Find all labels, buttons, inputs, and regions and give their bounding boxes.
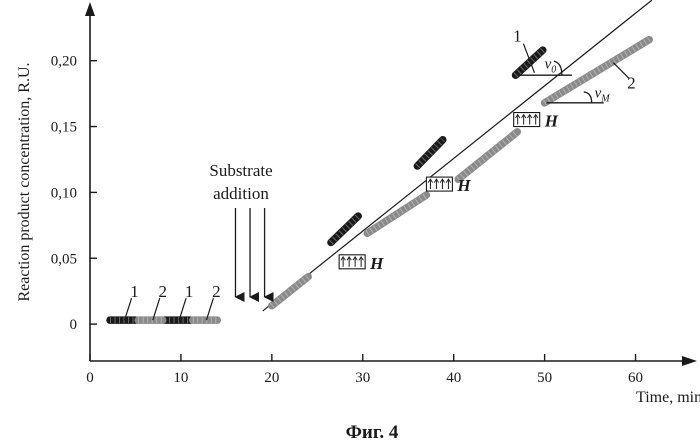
substrate-addition-annotation: Substrate addition [209, 161, 274, 302]
y-axis-arrow [85, 2, 95, 16]
x-tick-label: 40 [446, 370, 461, 386]
x-tick-label: 20 [264, 370, 279, 386]
series-label-leader [522, 43, 535, 73]
h-mark-arrow-head [433, 178, 439, 183]
series-1-segment-texture [328, 213, 361, 245]
h-mark-arrow-head [340, 255, 346, 261]
h-mark-arrow-head [346, 255, 352, 261]
h-mark-arrow-head [427, 178, 433, 183]
h-mark-label: H [456, 176, 471, 195]
series-1-segment-texture [415, 137, 445, 169]
series-1-segment [511, 46, 547, 79]
series-label: 1 [185, 282, 194, 301]
series-label-layer: 1 2 1 212 [123, 27, 636, 321]
y-axis-label: Reaction product concentration, R.U. [16, 62, 33, 301]
h-mark-box [338, 254, 366, 270]
h-mark-arrow-head [352, 255, 358, 261]
series-label-leader [152, 297, 161, 321]
x-axis-label: Time, min [636, 389, 700, 406]
series-label-leader [178, 297, 187, 321]
slope-angle-arc [553, 60, 563, 76]
series-1-segment [413, 135, 447, 170]
series-2-segment [268, 272, 312, 310]
x-ticks: 0 10 20 30 40 50 60 [86, 354, 643, 386]
substrate-arrows [234, 208, 274, 302]
h-mark: H [338, 254, 384, 273]
x-tick-label: 0 [86, 370, 94, 386]
h-mark-arrow-head [533, 113, 539, 119]
h-mark-arrow-head [445, 178, 451, 183]
h-mark-arrow-head [527, 113, 533, 119]
series-2-segment [454, 128, 522, 183]
slope-label: vM [595, 86, 611, 105]
x-tick-label: 50 [537, 370, 552, 386]
series-label-leader [123, 297, 133, 321]
h-mark-label: H [369, 254, 384, 273]
h-mark: H [425, 176, 471, 195]
series-2-segment-texture [365, 192, 429, 236]
figure-caption: Фиг. 4 [346, 422, 399, 443]
h-mark-label: H [544, 112, 559, 131]
series-2-segment [540, 35, 653, 107]
y-tick-label: 0,10 [51, 185, 77, 201]
x-axis-arrow [682, 356, 697, 366]
h-mark-arrow-head [439, 178, 445, 183]
series-2-segment-texture [269, 274, 311, 309]
series-label-leader [205, 297, 214, 321]
series-label: 1 [130, 282, 139, 301]
h-mark: H [513, 111, 559, 131]
series-label: 2 [627, 74, 636, 93]
x-tick-label: 60 [628, 370, 643, 386]
h-mark-arrow-head [358, 255, 364, 261]
series-1-segment-texture [513, 47, 545, 78]
series-label: 2 [158, 282, 167, 301]
axes [85, 2, 697, 366]
substrate-text-line-2: addition [213, 184, 269, 203]
series-2-segment-texture [456, 129, 520, 182]
h-mark-box [425, 176, 453, 192]
trend-line [262, 0, 653, 312]
h-mark-arrow-head [521, 113, 527, 119]
y-tick-label: 0,15 [51, 120, 77, 136]
slope-angle-arc [583, 91, 593, 103]
series-label: 1 [513, 27, 522, 46]
h-mark-layer: H H H [338, 111, 559, 273]
series-2-segment [363, 191, 431, 237]
x-tick-label: 30 [355, 370, 370, 386]
y-ticks: 0 0,05 0,10 0,15 0,20 [51, 54, 97, 333]
h-mark-box [513, 111, 541, 128]
h-mark-arrow-head [515, 113, 521, 119]
y-tick-label: 0,05 [51, 251, 77, 267]
y-tick-label: 0,20 [51, 54, 77, 70]
substrate-text-line-1: Substrate [209, 161, 272, 180]
series-layer [106, 35, 653, 324]
y-tick-label: 0 [70, 317, 78, 333]
series-1-segment [327, 212, 362, 247]
slope-label: v0 [545, 57, 557, 76]
series-label-leader [612, 62, 630, 80]
x-tick-label: 10 [173, 370, 188, 386]
series-label: 2 [212, 282, 221, 301]
